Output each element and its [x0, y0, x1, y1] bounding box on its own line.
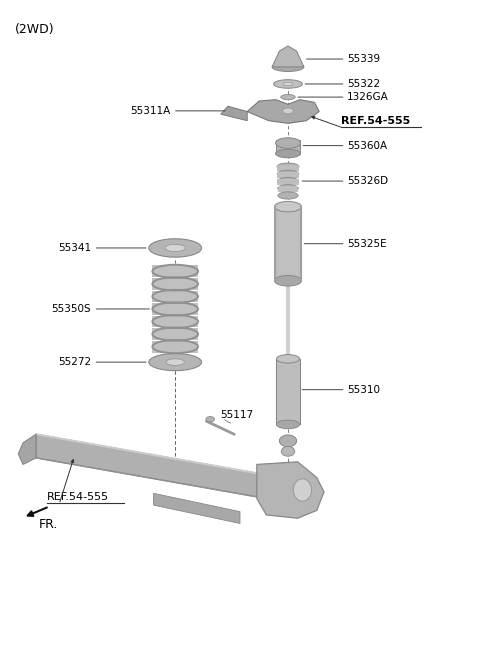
FancyBboxPatch shape: [277, 179, 299, 185]
Text: 55350S: 55350S: [51, 304, 91, 314]
Ellipse shape: [281, 94, 295, 100]
Ellipse shape: [281, 446, 295, 457]
Text: 55339: 55339: [347, 54, 380, 64]
Text: REF.54-555: REF.54-555: [341, 115, 410, 126]
FancyBboxPatch shape: [153, 291, 198, 302]
Ellipse shape: [165, 245, 185, 252]
Polygon shape: [272, 46, 304, 67]
Ellipse shape: [166, 359, 184, 365]
Polygon shape: [154, 493, 240, 523]
Ellipse shape: [277, 185, 298, 192]
Ellipse shape: [277, 163, 299, 171]
Ellipse shape: [277, 170, 299, 178]
Ellipse shape: [283, 82, 293, 85]
Polygon shape: [18, 434, 36, 464]
Ellipse shape: [276, 420, 300, 429]
Polygon shape: [247, 100, 319, 123]
Text: (2WD): (2WD): [14, 23, 54, 36]
Ellipse shape: [276, 150, 300, 158]
Ellipse shape: [149, 239, 202, 257]
FancyBboxPatch shape: [277, 186, 299, 192]
Ellipse shape: [293, 479, 312, 501]
FancyBboxPatch shape: [153, 316, 198, 327]
FancyBboxPatch shape: [277, 172, 299, 178]
FancyBboxPatch shape: [277, 165, 299, 171]
FancyBboxPatch shape: [153, 266, 198, 277]
Ellipse shape: [274, 79, 302, 88]
Text: REF.54-555: REF.54-555: [47, 492, 109, 502]
Text: 55341: 55341: [58, 243, 91, 253]
Text: 55311A: 55311A: [130, 106, 170, 116]
Text: 55117: 55117: [220, 410, 253, 420]
FancyBboxPatch shape: [153, 303, 198, 315]
FancyBboxPatch shape: [153, 328, 198, 340]
Polygon shape: [221, 106, 247, 121]
Ellipse shape: [275, 276, 301, 286]
Ellipse shape: [275, 201, 301, 212]
Text: 55272: 55272: [58, 357, 91, 367]
Polygon shape: [257, 462, 324, 518]
Ellipse shape: [277, 178, 299, 185]
FancyBboxPatch shape: [276, 140, 300, 154]
Ellipse shape: [276, 354, 300, 363]
FancyBboxPatch shape: [153, 340, 198, 352]
Ellipse shape: [279, 435, 297, 447]
Text: 55322: 55322: [347, 79, 380, 89]
Text: 55360A: 55360A: [347, 140, 387, 151]
FancyBboxPatch shape: [276, 359, 300, 424]
Text: 55310: 55310: [347, 384, 380, 395]
Ellipse shape: [276, 138, 300, 148]
Ellipse shape: [149, 354, 202, 371]
Polygon shape: [36, 434, 266, 499]
Ellipse shape: [278, 192, 298, 199]
Text: 55325E: 55325E: [347, 239, 387, 249]
Ellipse shape: [206, 417, 215, 422]
Ellipse shape: [283, 108, 293, 114]
FancyBboxPatch shape: [153, 278, 198, 290]
Ellipse shape: [272, 62, 304, 72]
Text: 1326GA: 1326GA: [347, 92, 389, 102]
Text: 55326D: 55326D: [347, 176, 388, 186]
Text: FR.: FR.: [38, 518, 58, 531]
FancyBboxPatch shape: [275, 207, 301, 281]
